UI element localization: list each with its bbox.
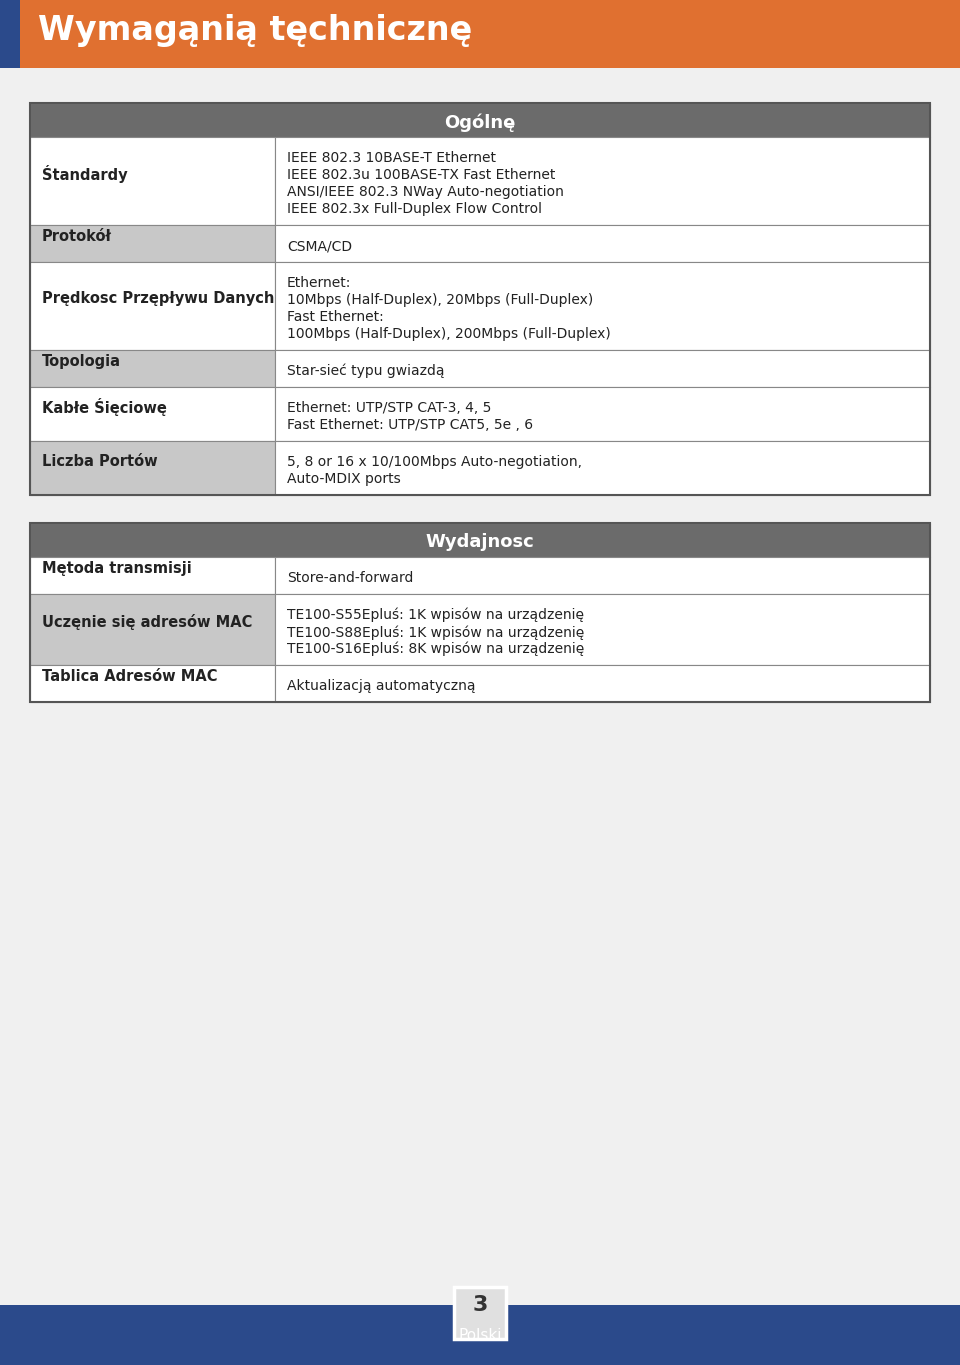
- Bar: [30, 262, 275, 349]
- Text: Auto-MDIX ports: Auto-MDIX ports: [287, 472, 400, 486]
- Text: IEEE 802.3u 100BASE-TX Fast Ethernet: IEEE 802.3u 100BASE-TX Fast Ethernet: [287, 168, 556, 182]
- Text: Wymagąnią tęchnicznę: Wymagąnią tęchnicznę: [38, 14, 472, 46]
- Bar: [30, 557, 275, 594]
- Bar: [275, 388, 930, 441]
- Text: TE100-S55Epluś: 1K wpisów na urządzenię: TE100-S55Epluś: 1K wpisów na urządzenię: [287, 607, 584, 622]
- Text: IEEE 802.3x Full-Duplex Flow Control: IEEE 802.3x Full-Duplex Flow Control: [287, 202, 542, 216]
- Text: Uczęnie się adresów MAC: Uczęnie się adresów MAC: [42, 614, 252, 631]
- Text: Tablica Adresów MAC: Tablica Adresów MAC: [42, 669, 218, 684]
- Text: CSMA/CD: CSMA/CD: [287, 239, 352, 253]
- Bar: [0, 0, 960, 68]
- Text: Wydajnosc: Wydajnosc: [425, 532, 535, 551]
- Text: Protokół: Protokół: [42, 229, 112, 244]
- Text: ANSI/IEEE 802.3 NWay Auto-negotiation: ANSI/IEEE 802.3 NWay Auto-negotiation: [287, 186, 564, 199]
- Bar: [30, 136, 275, 225]
- Bar: [275, 262, 930, 349]
- Bar: [0, 0, 20, 68]
- Text: 5, 8 or 16 x 10/100Mbps Auto-negotiation,: 5, 8 or 16 x 10/100Mbps Auto-negotiation…: [287, 455, 582, 470]
- Text: Polski: Polski: [458, 1328, 502, 1343]
- Text: Fast Ethernet: UTP/STP CAT5, 5e , 6: Fast Ethernet: UTP/STP CAT5, 5e , 6: [287, 418, 533, 431]
- Bar: [0, 1305, 960, 1365]
- Text: Mętoda transmisji: Mętoda transmisji: [42, 561, 192, 576]
- Text: 3: 3: [472, 1295, 488, 1314]
- Text: Ethernet: UTP/STP CAT-3, 4, 5: Ethernet: UTP/STP CAT-3, 4, 5: [287, 401, 492, 415]
- Text: IEEE 802.3 10BASE-T Ethernet: IEEE 802.3 10BASE-T Ethernet: [287, 152, 496, 165]
- Bar: [275, 665, 930, 702]
- Text: TE100-S88Epluś: 1K wpisów na urządzenię: TE100-S88Epluś: 1K wpisów na urządzenię: [287, 625, 585, 639]
- Bar: [30, 388, 275, 441]
- Text: Store-and-forward: Store-and-forward: [287, 571, 414, 586]
- Text: Liczba Portów: Liczba Portów: [42, 453, 157, 468]
- Bar: [30, 523, 930, 557]
- Bar: [30, 523, 930, 702]
- Bar: [30, 665, 275, 702]
- Bar: [30, 102, 930, 495]
- Bar: [454, 1287, 506, 1339]
- Bar: [30, 594, 275, 665]
- Bar: [30, 225, 275, 262]
- Text: Śtandardy: Śtandardy: [42, 165, 128, 183]
- Bar: [30, 441, 275, 495]
- Text: 100Mbps (Half-Duplex), 200Mbps (Full-Duplex): 100Mbps (Half-Duplex), 200Mbps (Full-Dup…: [287, 328, 611, 341]
- Bar: [275, 594, 930, 665]
- Bar: [275, 557, 930, 594]
- Bar: [275, 136, 930, 225]
- Text: Ethernet:: Ethernet:: [287, 276, 351, 289]
- Text: Kabłe Śięciowę: Kabłe Śięciowę: [42, 399, 167, 416]
- Bar: [30, 102, 930, 136]
- Text: Fast Ethernet:: Fast Ethernet:: [287, 310, 384, 324]
- Text: Ogólnę: Ogólnę: [444, 113, 516, 131]
- Bar: [30, 349, 275, 388]
- Bar: [275, 349, 930, 388]
- Bar: [275, 441, 930, 495]
- Text: Prędkosc Przępływu Danych: Prędkosc Przępływu Danych: [42, 292, 275, 307]
- Text: Star-sieć typu gwiazdą: Star-sieć typu gwiazdą: [287, 364, 444, 378]
- Text: 10Mbps (Half-Duplex), 20Mbps (Full-Duplex): 10Mbps (Half-Duplex), 20Mbps (Full-Duple…: [287, 293, 593, 307]
- Text: Topologia: Topologia: [42, 354, 121, 369]
- Text: Aktualizacją automatyczną: Aktualizacją automatyczną: [287, 678, 475, 693]
- Text: TE100-S16Epluś: 8K wpisów na urządzenię: TE100-S16Epluś: 8K wpisów na urządzenię: [287, 642, 585, 657]
- Bar: [275, 225, 930, 262]
